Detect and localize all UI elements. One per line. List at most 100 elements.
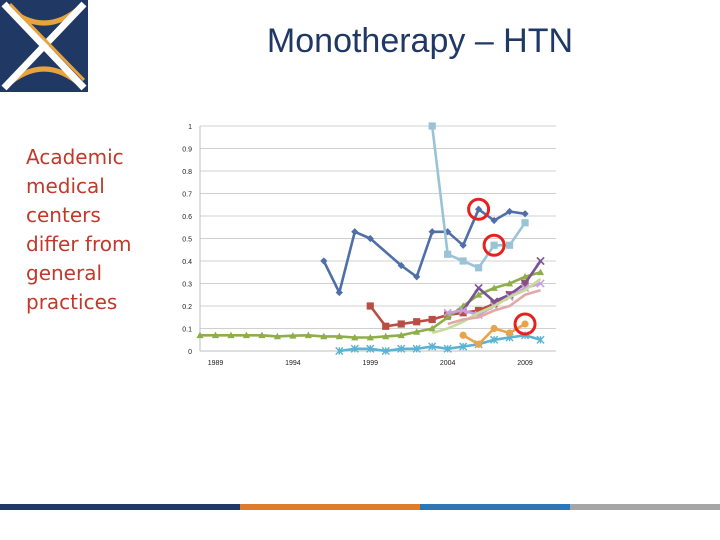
data-point: [475, 306, 483, 315]
data-point: [350, 344, 359, 353]
x-tick-label: 1994: [285, 360, 301, 367]
data-point: [505, 329, 514, 337]
slide-title: Monotherapy – HTN: [266, 22, 574, 60]
data-point: [490, 300, 498, 308]
data-point: [413, 328, 421, 335]
data-point: [320, 257, 328, 265]
y-tick-label: 1: [188, 124, 192, 131]
footer-bar-orange: [240, 504, 420, 510]
x-tick-label: 2004: [440, 360, 456, 367]
series-line: [431, 277, 542, 335]
data-point: [397, 320, 405, 328]
footer-color-bar: [0, 504, 720, 510]
data-point: [475, 340, 483, 348]
data-point: [521, 320, 529, 328]
x-tick-label: 2009: [517, 360, 533, 367]
data-point: [459, 257, 467, 265]
data-point: [536, 256, 545, 266]
footer-bar-blue: [420, 504, 570, 510]
highlight-circle: [482, 233, 506, 257]
data-point: [382, 322, 390, 330]
data-point: [505, 207, 514, 216]
data-point: [536, 268, 545, 276]
data-point: [505, 279, 514, 287]
highlight-circle: [513, 312, 537, 336]
y-tick-label: 0.8: [182, 169, 192, 176]
data-point: [443, 344, 452, 353]
data-point: [366, 234, 374, 243]
y-tick-label: 0.4: [182, 259, 192, 266]
data-point: [382, 332, 390, 340]
data-point: [428, 324, 436, 332]
data-point: [397, 261, 405, 270]
data-point: [366, 344, 375, 353]
data-point: [351, 333, 359, 341]
data-point: [397, 331, 405, 339]
y-tick-label: 0: [188, 349, 192, 356]
x-tick-label: 1989: [208, 360, 224, 367]
data-point: [428, 315, 436, 324]
y-tick-label: 0.2: [182, 304, 192, 311]
y-tick-label: 0.1: [182, 327, 192, 334]
side-text-line: general: [26, 261, 103, 285]
footer-bar-navy: [0, 504, 240, 510]
data-point: [475, 205, 483, 213]
data-point: [521, 210, 529, 218]
series-line: [447, 289, 541, 326]
data-point: [320, 332, 328, 340]
side-text-line: Academic: [26, 145, 124, 169]
data-point: [351, 228, 359, 236]
side-annotation: Academic medical centers differ from gen…: [26, 143, 166, 317]
data-point: [444, 313, 452, 321]
data-point: [521, 219, 529, 227]
data-point: [490, 216, 498, 225]
data-point: [490, 241, 498, 249]
y-tick-label: 0.7: [182, 192, 192, 199]
data-point: [258, 331, 266, 339]
data-point: [489, 335, 499, 344]
logo-gold-cross: [8, 2, 86, 82]
data-point: [304, 331, 312, 339]
data-point: [474, 283, 483, 293]
data-point: [227, 331, 235, 339]
data-point: [335, 346, 344, 356]
logo-white-cross-b: [1, 1, 87, 91]
data-point: [413, 273, 421, 281]
data-point: [335, 332, 343, 340]
data-point: [242, 331, 251, 339]
organization-logo: [0, 0, 88, 92]
data-point: [475, 291, 483, 298]
data-point: [521, 273, 529, 280]
series-line: [339, 333, 541, 353]
y-tick-label: 0.9: [182, 147, 192, 154]
side-text-line: centers: [26, 203, 101, 227]
side-text-line: practices: [26, 290, 118, 314]
side-text-line: medical: [26, 174, 105, 198]
data-point: [289, 332, 297, 339]
data-point: [475, 264, 483, 272]
data-point: [428, 228, 436, 236]
data-point: [381, 346, 390, 356]
highlight-circle: [467, 197, 491, 221]
data-point: [196, 331, 204, 339]
data-point: [444, 250, 452, 258]
data-point: [413, 318, 421, 326]
data-point: [505, 241, 514, 249]
data-point: [490, 284, 498, 291]
data-point: [459, 241, 467, 249]
y-tick-label: 0.5: [182, 237, 192, 244]
data-point: [459, 331, 467, 339]
data-point: [335, 288, 343, 297]
data-point: [459, 342, 468, 351]
data-point: [536, 335, 545, 344]
data-point: [428, 342, 437, 351]
data-point: [428, 122, 436, 130]
data-point: [459, 309, 467, 317]
data-point: [490, 324, 498, 333]
data-point: [366, 333, 374, 341]
data-point: [211, 331, 220, 339]
data-point: [273, 332, 281, 340]
y-tick-label: 0.3: [182, 282, 192, 289]
side-text-line: differ from: [26, 232, 132, 256]
